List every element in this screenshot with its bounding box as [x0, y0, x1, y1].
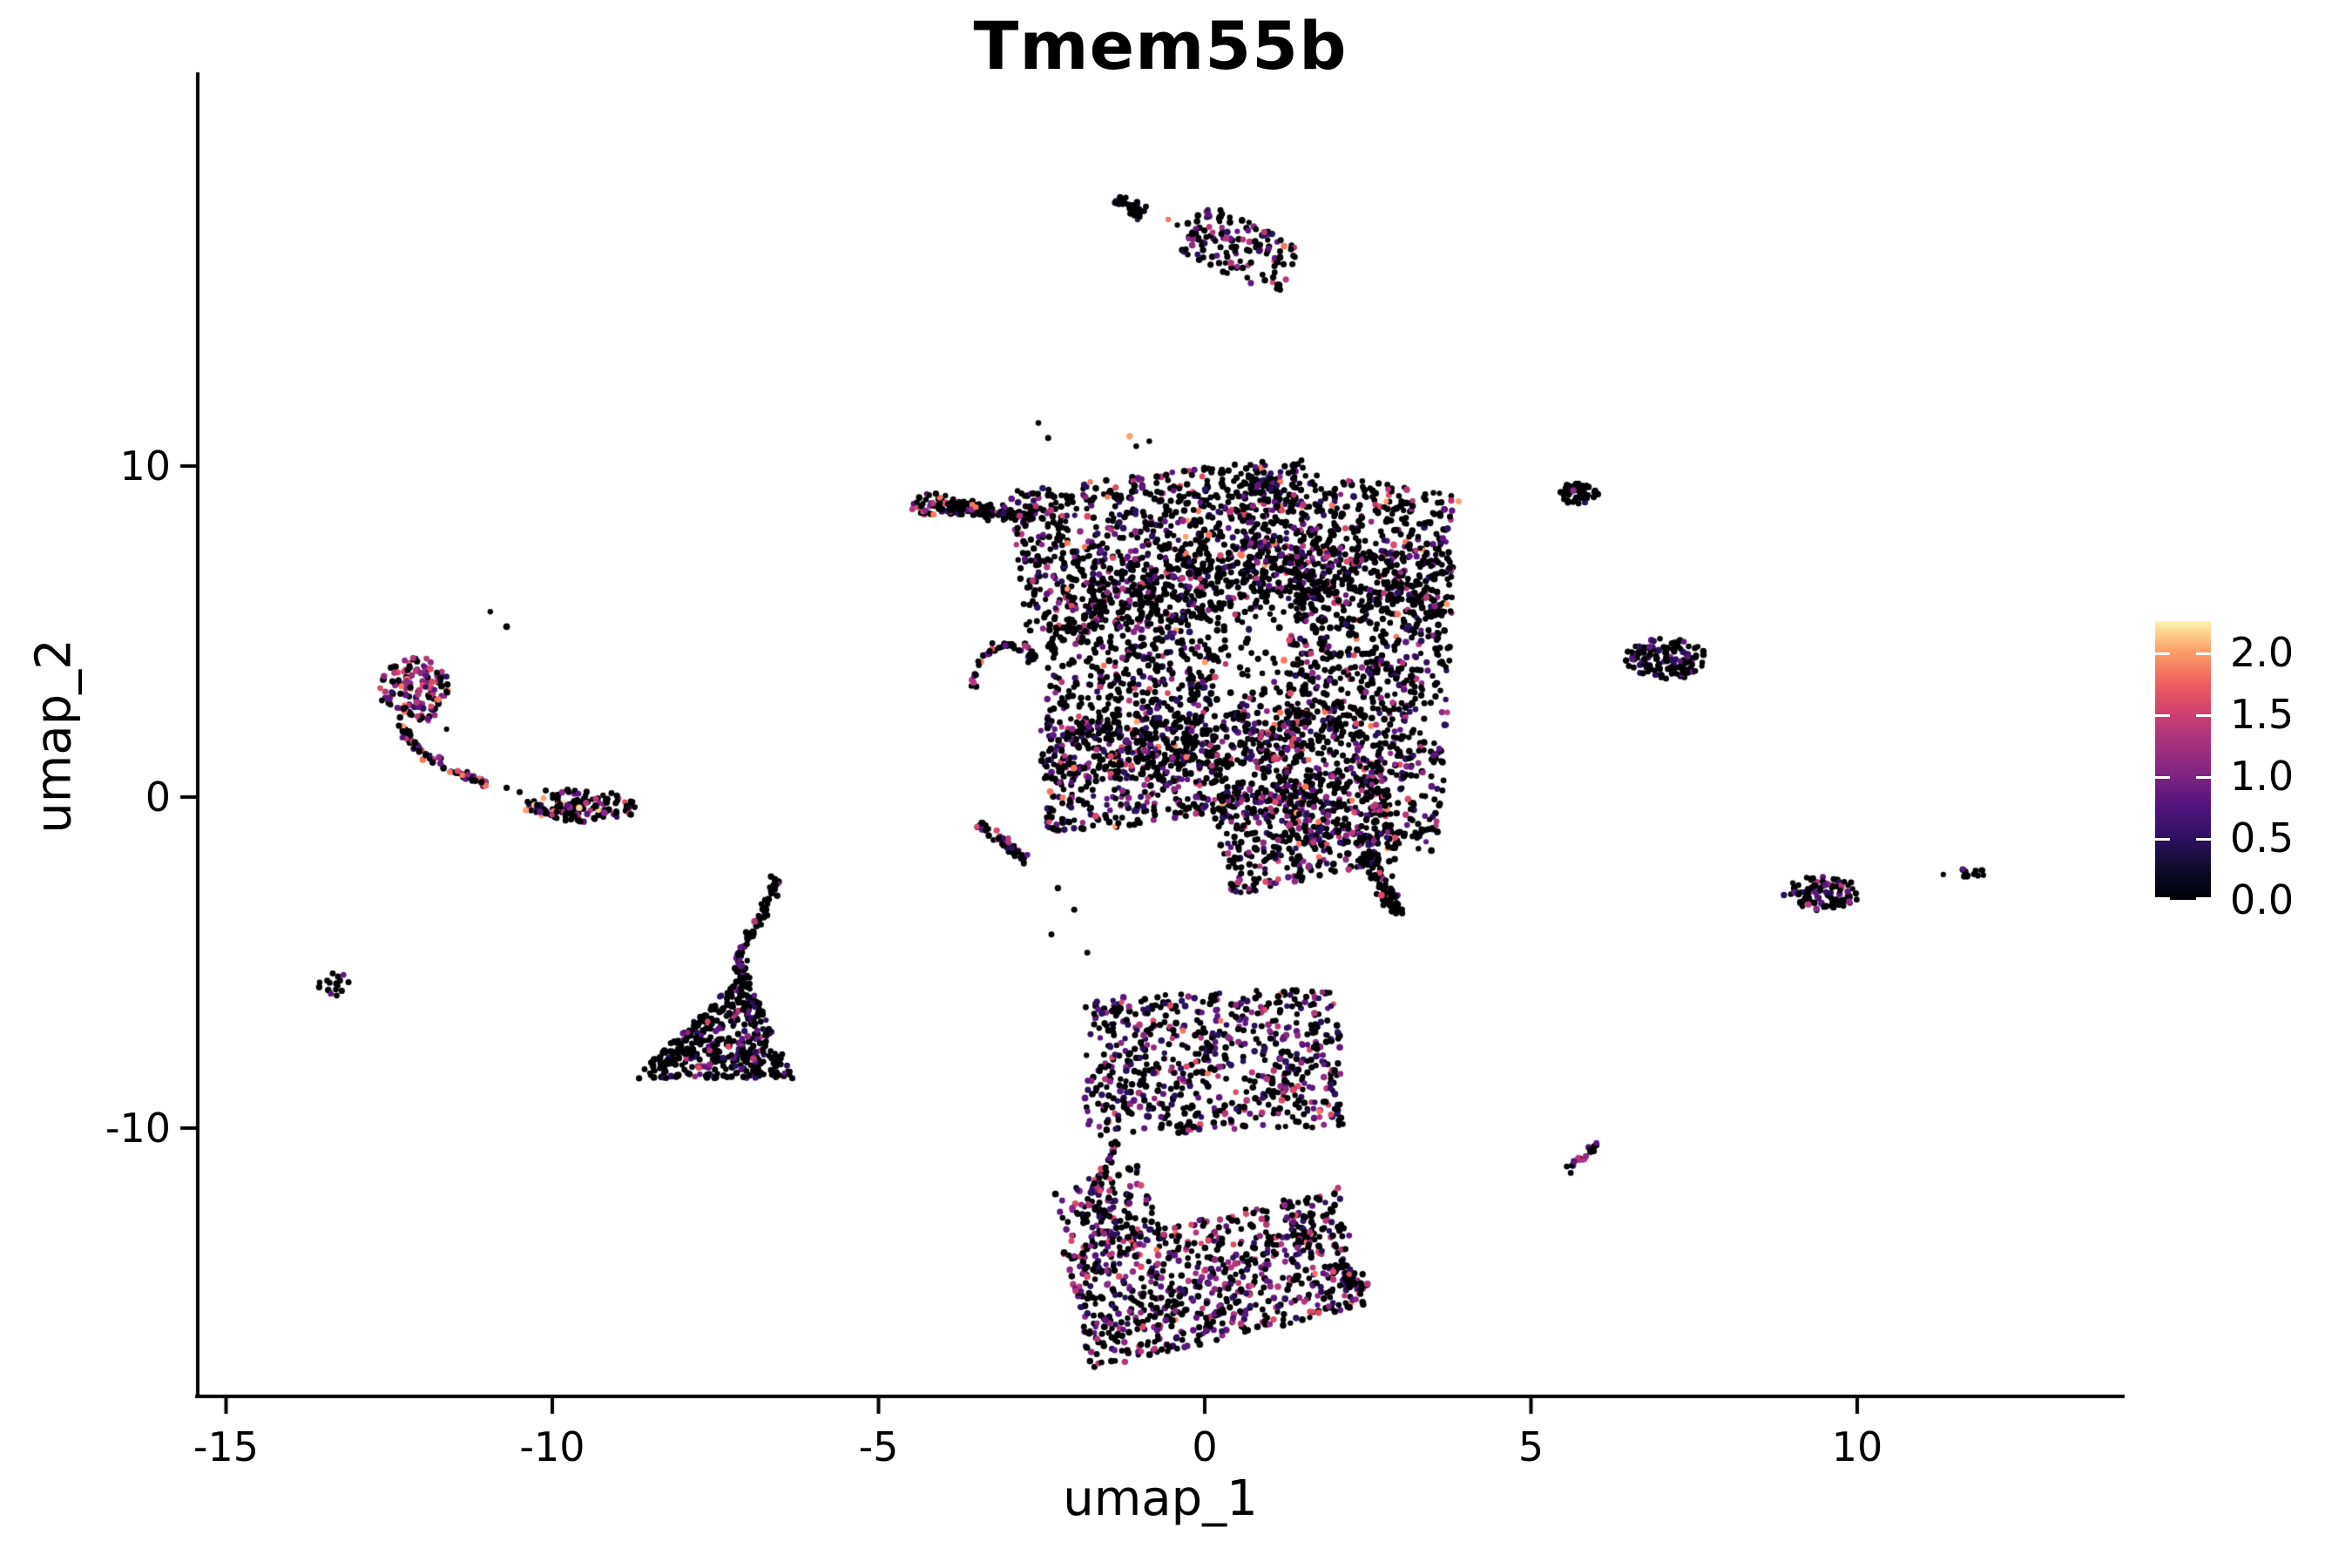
colorbar-tick-mark — [2196, 897, 2211, 900]
x-tick-label: 0 — [1192, 1423, 1218, 1470]
colorbar-tick-mark — [2196, 652, 2211, 655]
y-tick-label: 0 — [145, 774, 171, 821]
colorbar-gradient — [2155, 621, 2211, 900]
colorbar-tick-mark — [2196, 713, 2211, 717]
y-tick-label: -10 — [105, 1105, 171, 1152]
colorbar-tick-mark — [2155, 713, 2170, 717]
x-tick-label: 5 — [1517, 1423, 1544, 1470]
y-tick-label: 10 — [119, 443, 171, 490]
x-axis-label: umap_1 — [1063, 1470, 1258, 1527]
colorbar-tick-mark — [2155, 775, 2170, 779]
colorbar-tick-mark — [2155, 897, 2170, 900]
colorbar-tick-label: 1.5 — [2230, 690, 2295, 738]
colorbar-tick-label: 0.5 — [2230, 814, 2295, 862]
colorbar-tick-mark — [2155, 837, 2170, 841]
colorbar-tick-mark — [2196, 837, 2211, 841]
colorbar-tick-label: 0.0 — [2230, 876, 2295, 923]
colorbar-tick-mark — [2155, 652, 2170, 655]
x-tick-label: -10 — [519, 1423, 585, 1470]
colorbar-tick-mark — [2196, 775, 2211, 779]
x-tick-label: -5 — [858, 1423, 899, 1470]
colorbar-tick-label: 2.0 — [2230, 628, 2295, 676]
plot-title: Tmem55b — [973, 7, 1348, 84]
x-tick-label: -15 — [193, 1423, 260, 1470]
x-tick-label: 10 — [1831, 1423, 1883, 1470]
colorbar-tick-label: 1.0 — [2230, 752, 2295, 800]
